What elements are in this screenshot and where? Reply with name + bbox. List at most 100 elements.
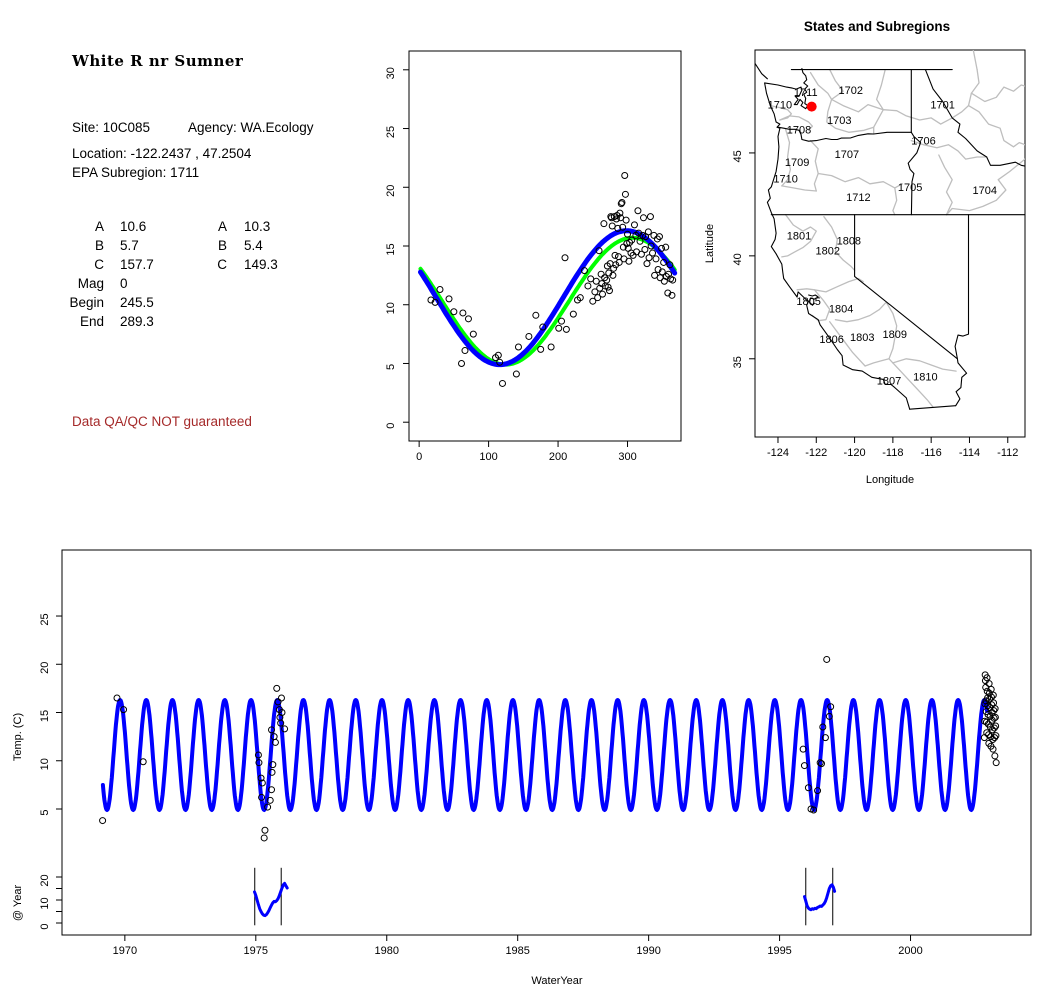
y-axis-tick-label: 5 <box>39 809 51 815</box>
location-text: Location: -122.2437 , 47.2504 <box>72 146 252 161</box>
subregion-border <box>813 277 864 293</box>
scatter-point <box>646 213 654 221</box>
subregion-border <box>829 321 866 367</box>
seasonal-wave <box>100 698 989 812</box>
station-info-panel: White R nr Sumner Site: 10C085 Agency: W… <box>0 0 395 500</box>
fit-table-cell: 5.4 <box>244 238 263 253</box>
observed-point <box>991 734 999 742</box>
epa-subregion-text: EPA Subregion: 1711 <box>72 165 200 180</box>
x-axis-tick-label: 0 <box>416 451 422 463</box>
fit-table-row: C 157.7 C 149.3 <box>64 255 278 274</box>
fit-table-row: B 5.7 B 5.4 <box>64 236 278 255</box>
fit-table-cell: End <box>79 314 104 329</box>
observed-point <box>825 712 833 720</box>
scatter-point <box>669 276 677 284</box>
observed-point <box>269 761 277 769</box>
y-axis-tick-label: 0 <box>385 423 397 429</box>
subregion-border <box>970 84 1025 103</box>
observed-point <box>984 710 992 718</box>
subregion-border <box>967 104 1025 148</box>
observed-point <box>268 726 276 734</box>
scatter-point <box>496 358 504 366</box>
scatter-point <box>652 255 660 263</box>
inset-curve <box>253 881 289 918</box>
observed-point <box>277 694 285 702</box>
observed-point <box>823 655 831 663</box>
y-axis-tick-label: 20 <box>39 662 51 674</box>
fit-table-cell: A <box>217 219 227 234</box>
observed-point <box>810 806 818 814</box>
scatter-point <box>637 250 645 258</box>
scatter-point <box>611 251 619 259</box>
scatter-point <box>609 271 617 279</box>
scatter-point <box>622 216 630 224</box>
scatter-point <box>641 246 649 254</box>
scatter-point <box>580 267 588 275</box>
x-axis-tick-label: -114 <box>959 447 980 459</box>
scatter-point <box>464 315 472 323</box>
fit-table-cell <box>211 312 227 331</box>
scatter-point <box>603 276 611 284</box>
subregion-border <box>823 216 856 271</box>
observed-point <box>804 784 812 792</box>
observed-point <box>814 787 822 795</box>
timeseries-frame <box>61 549 1032 936</box>
subregion-label: 1808 <box>837 235 861 247</box>
observed-point <box>268 768 276 776</box>
x-axis-tick-label: 2000 <box>898 945 922 957</box>
scatter-point <box>624 230 632 238</box>
fit-table-cell <box>227 312 244 331</box>
qa-warning-text: Data QA/QC NOT guaranteed <box>72 414 252 429</box>
observed-point <box>991 705 999 713</box>
fitted-seasonal-green <box>418 235 677 367</box>
fit-table-row: A 10.6 A 10.3 <box>64 217 278 236</box>
scatter-point <box>532 311 540 319</box>
station-title: White R nr Sumner <box>72 52 244 70</box>
fit-table-cell: 245.5 <box>120 295 154 310</box>
scatter-point <box>525 332 533 340</box>
scatter-point <box>655 233 663 241</box>
observed-point <box>990 714 998 722</box>
subregion-label: 1708 <box>787 124 811 136</box>
map-frame <box>754 49 1026 438</box>
observed-point <box>277 719 285 727</box>
scatter-point <box>630 221 638 229</box>
scatter-point <box>458 359 466 367</box>
observed-point <box>817 760 825 768</box>
scatter-point <box>576 294 584 302</box>
subregion-label: 1711 <box>794 87 818 99</box>
observed-point <box>139 758 147 766</box>
scatter-point <box>600 220 608 228</box>
subregion-label: 1710 <box>773 174 797 186</box>
y2-axis-tick-label: 20 <box>39 874 51 886</box>
subregion-border <box>945 158 1025 216</box>
fit-table-cell: 0 <box>120 276 128 291</box>
y-axis-title: Latitude <box>704 224 716 263</box>
scatter-point <box>650 231 658 239</box>
state-border <box>909 405 957 410</box>
x-axis-tick-label: 300 <box>618 451 636 463</box>
scatter-point <box>537 345 545 353</box>
fit-table-row: Begin 245.5 <box>64 293 278 312</box>
scatter-point <box>469 330 477 338</box>
scatter-point <box>547 343 555 351</box>
y-axis-tick-label: 25 <box>39 613 51 625</box>
observed-point <box>990 707 998 715</box>
subregion-label: 1712 <box>846 192 870 204</box>
fit-table-cell: 149.3 <box>244 257 278 272</box>
scatter-point <box>615 258 623 266</box>
scatter-point <box>628 236 636 244</box>
observed-point <box>281 725 289 733</box>
site-marker-dot <box>806 101 817 112</box>
subregion-border <box>892 358 957 372</box>
agency-text: Agency: WA.Ecology <box>188 120 314 135</box>
scatter-point <box>589 297 597 305</box>
observed-point <box>261 826 269 834</box>
observed-point <box>819 723 827 731</box>
y-axis-tick-label: 5 <box>385 364 397 370</box>
y-axis-tick-label: 20 <box>385 185 397 197</box>
subregion-border <box>892 187 898 216</box>
scatter-point <box>636 237 644 245</box>
fit-table-cell <box>211 293 227 312</box>
x-axis-tick-label: -124 <box>767 447 789 459</box>
